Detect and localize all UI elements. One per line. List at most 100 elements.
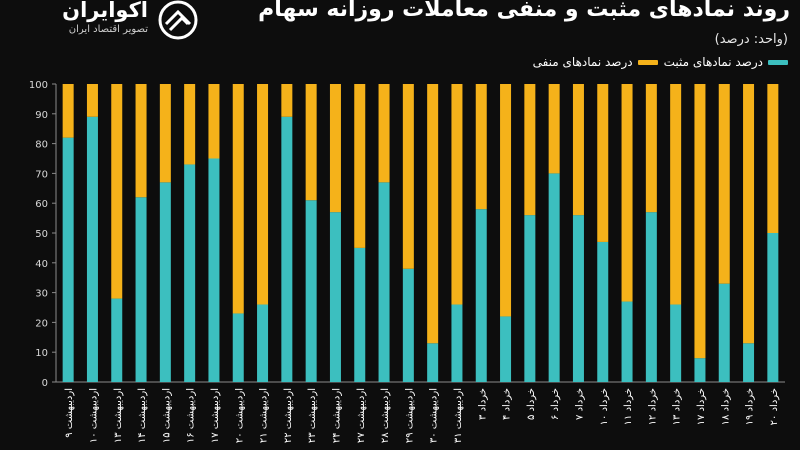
y-tick-label: 100 <box>29 80 48 91</box>
y-tick-label: 50 <box>35 229 48 240</box>
legend-label-positive: درصد نمادهای مثبت <box>663 55 763 69</box>
x-tick-label: ۵ خرداد <box>526 388 537 420</box>
x-tick-label: ۱۱ خرداد <box>623 388 634 425</box>
bar-negative <box>329 84 341 213</box>
y-tick-label: 70 <box>35 169 48 180</box>
bar-positive <box>378 182 390 382</box>
y-tick-label: 30 <box>35 289 48 300</box>
x-tick-label: ۲۰ اردیبهشت <box>234 388 245 443</box>
bar-positive <box>402 268 414 382</box>
x-tick-label: ۲۲ اردیبهشت <box>283 388 294 443</box>
bar-positive <box>670 304 682 382</box>
x-tick-label: ۳۰ اردیبهشت <box>429 388 440 443</box>
bar-negative <box>402 84 414 269</box>
bar-negative <box>451 84 463 305</box>
bar-positive <box>645 212 657 382</box>
x-tick-label: ۱۰ اردیبهشت <box>88 388 99 443</box>
y-tick-label: 40 <box>35 259 48 270</box>
bar-positive <box>475 209 487 382</box>
bar-positive <box>718 283 730 382</box>
bar-negative <box>378 84 390 183</box>
bar-negative <box>645 84 657 213</box>
bar-negative <box>208 84 220 159</box>
x-tick-label: ۲۴ اردیبهشت <box>331 388 342 443</box>
bar-negative <box>767 84 779 233</box>
x-tick-label: ۱۳ اردیبهشت <box>113 388 124 443</box>
bar-positive <box>232 313 244 382</box>
bar-positive <box>305 200 317 382</box>
x-tick-label: ۱۳ خرداد <box>672 388 683 425</box>
bar-negative <box>281 84 293 117</box>
bar-positive <box>281 116 293 382</box>
bar-negative <box>718 84 730 284</box>
x-tick-label: ۲۱ اردیبهشت <box>259 388 270 443</box>
bar-positive <box>111 298 123 382</box>
bar-negative <box>572 84 584 216</box>
brand-name: اکوایران <box>62 0 148 22</box>
bar-negative <box>597 84 609 242</box>
bar-negative <box>621 84 633 302</box>
x-tick-label: ۲۹ اردیبهشت <box>404 388 415 443</box>
bar-negative <box>159 84 171 183</box>
x-tick-label: ۱۵ اردیبهشت <box>161 388 172 443</box>
brand: اکوایران تصویر اقتصاد ایران <box>30 0 230 44</box>
bar-positive <box>548 173 560 382</box>
bar-positive <box>524 215 536 382</box>
bar-positive <box>621 301 633 382</box>
x-tick-label: ۳۱ اردیبهشت <box>453 388 464 443</box>
bar-positive <box>694 358 706 382</box>
x-tick-label: ۲۰ خرداد <box>769 388 780 425</box>
bar-positive <box>572 215 584 382</box>
bar-negative <box>232 84 244 314</box>
x-tick-label: ۱۸ خرداد <box>720 388 731 425</box>
bar-negative <box>427 84 439 344</box>
x-tick-label: ۱۰ خرداد <box>599 388 610 425</box>
bar-negative <box>62 84 74 138</box>
bar-negative <box>524 84 536 216</box>
bar-negative <box>475 84 487 210</box>
bar-negative <box>743 84 755 344</box>
x-tick-label: ۲۷ اردیبهشت <box>356 388 367 443</box>
bar-negative <box>111 84 123 299</box>
bar-positive <box>427 343 439 382</box>
bar-negative <box>86 84 98 117</box>
bar-positive <box>135 197 147 382</box>
x-tick-label: ۷ خرداد <box>574 388 585 420</box>
legend-label-negative: درصد نمادهای منفی <box>532 55 633 69</box>
bar-negative <box>257 84 269 305</box>
x-tick-label: ۲۸ اردیبهشت <box>380 388 391 443</box>
brand-tagline: تصویر اقتصاد ایران <box>68 24 148 35</box>
bar-positive <box>743 343 755 382</box>
bar-negative <box>500 84 512 317</box>
y-tick-label: 90 <box>35 110 48 121</box>
x-tick-label: ۲۳ اردیبهشت <box>307 388 318 443</box>
bar-positive <box>500 316 512 382</box>
bar-positive <box>86 116 98 382</box>
bar-positive <box>767 233 779 382</box>
y-tick-label: 20 <box>35 318 48 329</box>
page-title: روند نمادهای مثبت و منفی معاملات روزانه … <box>258 0 790 22</box>
y-tick-label: 10 <box>35 348 48 359</box>
bar-negative <box>305 84 317 201</box>
x-tick-label: ۱۲ خرداد <box>647 388 658 425</box>
x-tick-label: ۱۷ خرداد <box>696 388 707 425</box>
bar-negative <box>694 84 706 359</box>
bar-positive <box>329 212 341 382</box>
brand-logo-icon <box>158 0 198 40</box>
x-tick-label: ۶ خرداد <box>550 388 561 420</box>
legend-swatch-positive <box>768 59 788 65</box>
legend-item-positive: درصد نمادهای مثبت <box>664 55 788 69</box>
x-tick-label: ۹ اردیبهشت <box>64 388 75 438</box>
y-tick-label: 80 <box>35 140 48 151</box>
bar-positive <box>257 304 269 382</box>
x-tick-label: ۴ خرداد <box>502 388 513 420</box>
bar-positive <box>208 158 220 382</box>
bar-negative <box>184 84 196 165</box>
bar-negative <box>548 84 560 174</box>
x-tick-label: ۳ خرداد <box>477 388 488 420</box>
x-tick-label: ۱۹ خرداد <box>745 388 756 425</box>
bar-positive <box>597 241 609 382</box>
legend-item-negative: درصد نمادهای منفی <box>533 55 658 69</box>
y-tick-label: 0 <box>42 378 48 389</box>
